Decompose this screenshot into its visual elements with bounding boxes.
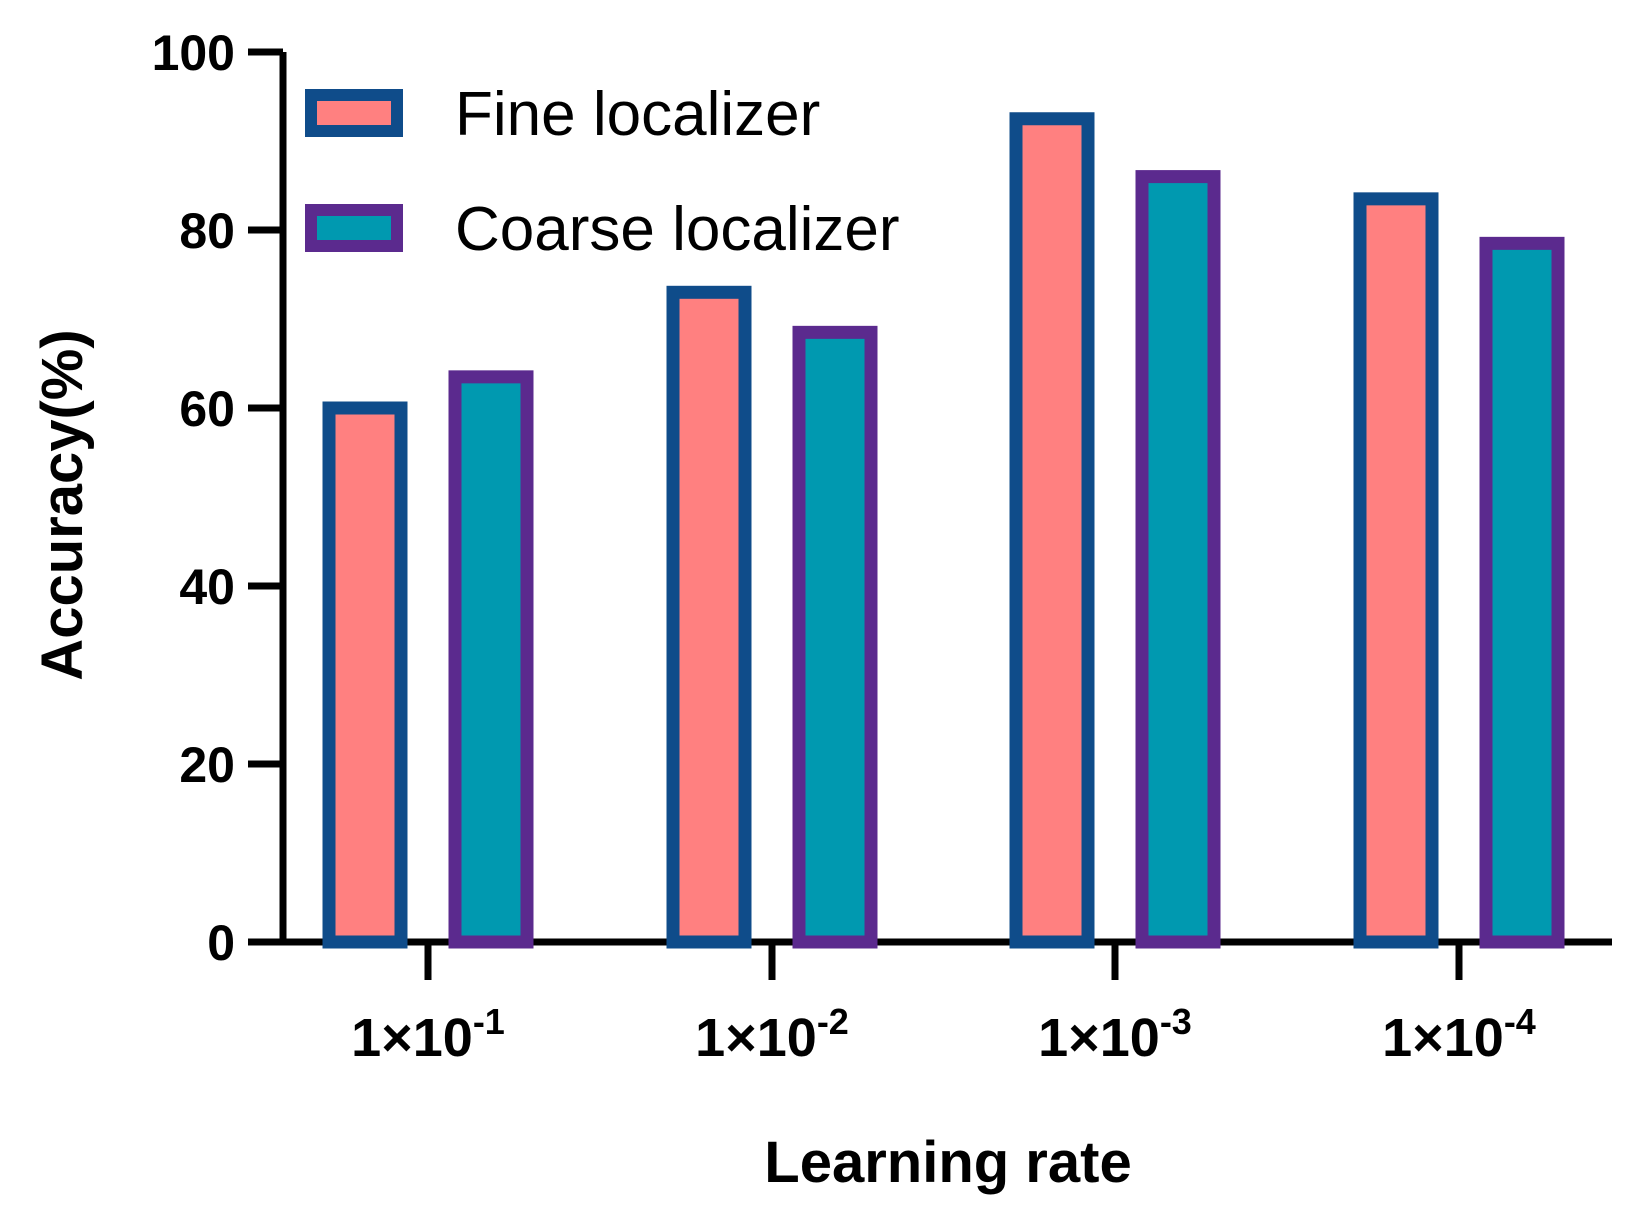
x-tick-label: 1×10-1 (351, 1001, 505, 1068)
bar-fine-1 (322, 401, 408, 949)
y-tick-label: 0 (207, 915, 235, 971)
bar-coarse-3 (1135, 170, 1221, 949)
y-tick-label: 40 (179, 559, 235, 615)
x-axis-title: Learning rate (764, 1130, 1131, 1195)
bar-coarse-4 (1479, 236, 1565, 949)
bar-fine-3 (1009, 112, 1095, 949)
legend-label-fine: Fine localizer (455, 80, 820, 149)
bar-fine-4 (1353, 192, 1439, 949)
y-tick-label: 60 (179, 381, 235, 437)
legend-label-coarse: Coarse localizer (455, 195, 900, 264)
x-tick-label: 1×10-3 (1038, 1001, 1192, 1068)
x-tick-label: 1×10-4 (1382, 1001, 1536, 1068)
y-axis-title: Accuracy(%) (30, 329, 95, 680)
y-tick-label: 20 (179, 737, 235, 793)
y-tick-label: 80 (179, 203, 235, 259)
legend-swatch-fine (305, 89, 403, 137)
bar-fine-2 (666, 285, 752, 949)
bar-coarse-2 (792, 325, 878, 949)
x-tick-label: 1×10-2 (695, 1001, 849, 1068)
bar-coarse-1 (448, 370, 534, 949)
legend-swatch-coarse (305, 204, 403, 252)
y-tick-label: 100 (152, 25, 235, 81)
